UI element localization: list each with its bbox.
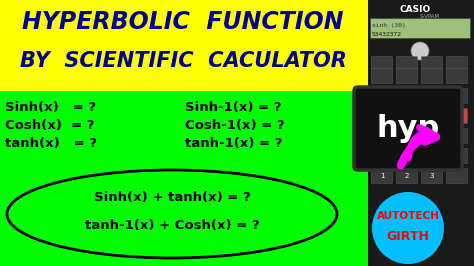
FancyBboxPatch shape	[447, 109, 467, 123]
FancyBboxPatch shape	[372, 148, 392, 164]
FancyBboxPatch shape	[396, 89, 418, 103]
Text: 9: 9	[430, 133, 434, 139]
Text: 1: 1	[380, 173, 384, 179]
FancyBboxPatch shape	[396, 148, 418, 164]
Text: tanh-1(x) + Cosh(x) = ?: tanh-1(x) + Cosh(x) = ?	[85, 219, 259, 232]
Text: Cosh-1(x) = ?: Cosh-1(x) = ?	[185, 119, 284, 132]
FancyBboxPatch shape	[372, 89, 392, 103]
FancyBboxPatch shape	[447, 69, 467, 84]
Text: 3: 3	[430, 173, 434, 179]
FancyBboxPatch shape	[396, 69, 418, 84]
Text: tanh(x)   = ?: tanh(x) = ?	[5, 138, 97, 151]
Text: 2: 2	[405, 173, 409, 179]
FancyBboxPatch shape	[421, 128, 443, 143]
FancyBboxPatch shape	[396, 109, 418, 123]
Text: 8: 8	[405, 133, 409, 139]
Text: Sinh-1(x) = ?: Sinh-1(x) = ?	[185, 102, 282, 114]
FancyBboxPatch shape	[372, 69, 392, 84]
Ellipse shape	[7, 170, 337, 258]
FancyBboxPatch shape	[354, 87, 462, 170]
FancyBboxPatch shape	[421, 109, 443, 123]
Text: Sinh(x)   = ?: Sinh(x) = ?	[5, 102, 96, 114]
FancyBboxPatch shape	[447, 148, 467, 164]
Text: 5: 5	[405, 153, 409, 159]
Text: AUTOTECH: AUTOTECH	[376, 211, 439, 221]
Circle shape	[411, 42, 429, 60]
Text: BY  SCIENTIFIC  CACULATOR: BY SCIENTIFIC CACULATOR	[19, 51, 346, 71]
FancyBboxPatch shape	[421, 168, 443, 184]
Text: tanh-1(x) = ?: tanh-1(x) = ?	[185, 138, 283, 151]
Text: Cosh(x)  = ?: Cosh(x) = ?	[5, 119, 94, 132]
Text: 53432372: 53432372	[372, 31, 402, 36]
FancyBboxPatch shape	[372, 168, 392, 184]
FancyBboxPatch shape	[421, 69, 443, 84]
Text: 6: 6	[430, 153, 434, 159]
FancyBboxPatch shape	[396, 168, 418, 184]
Text: S-VPAM: S-VPAM	[420, 14, 440, 19]
FancyBboxPatch shape	[368, 0, 474, 266]
FancyBboxPatch shape	[0, 0, 370, 91]
FancyBboxPatch shape	[421, 89, 443, 103]
FancyBboxPatch shape	[447, 56, 467, 69]
FancyBboxPatch shape	[372, 128, 392, 143]
FancyBboxPatch shape	[421, 56, 443, 69]
FancyBboxPatch shape	[396, 128, 418, 143]
FancyBboxPatch shape	[0, 91, 370, 266]
Text: GIRTH: GIRTH	[387, 230, 429, 243]
FancyBboxPatch shape	[447, 168, 467, 184]
FancyBboxPatch shape	[396, 56, 418, 69]
Text: 4: 4	[380, 153, 384, 159]
Text: sinh (30): sinh (30)	[372, 23, 406, 28]
Text: Sinh(x) + tanh(x) = ?: Sinh(x) + tanh(x) = ?	[94, 192, 250, 205]
Text: CASIO: CASIO	[400, 5, 430, 14]
FancyBboxPatch shape	[447, 128, 467, 143]
FancyBboxPatch shape	[372, 56, 392, 69]
FancyBboxPatch shape	[421, 148, 443, 164]
Text: HYPERBOLIC  FUNCTION: HYPERBOLIC FUNCTION	[22, 10, 344, 34]
FancyBboxPatch shape	[447, 89, 467, 103]
Text: 7: 7	[380, 133, 384, 139]
Circle shape	[372, 192, 444, 264]
FancyBboxPatch shape	[370, 18, 470, 38]
Text: hyp: hyp	[376, 114, 439, 143]
FancyBboxPatch shape	[372, 109, 392, 123]
